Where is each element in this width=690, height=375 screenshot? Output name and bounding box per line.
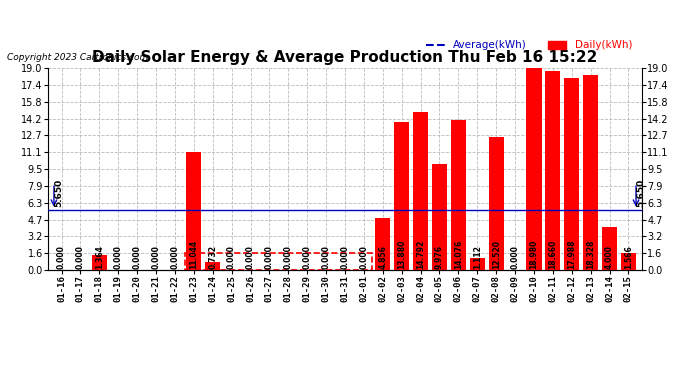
Text: 0.000: 0.000 [170, 246, 179, 270]
Bar [470, 258, 485, 270]
Text: 0.000: 0.000 [246, 246, 255, 270]
Bar [375, 218, 391, 270]
Text: 5.650: 5.650 [636, 178, 645, 207]
Bar [583, 75, 598, 270]
Text: 0.000: 0.000 [227, 246, 236, 270]
Text: 0.000: 0.000 [511, 246, 520, 270]
Text: 18.328: 18.328 [586, 240, 595, 270]
Text: 18.980: 18.980 [529, 240, 538, 270]
Text: 13.880: 13.880 [397, 240, 406, 270]
Text: 0.000: 0.000 [359, 246, 368, 270]
Text: 0.000: 0.000 [340, 246, 350, 270]
Text: 0.732: 0.732 [208, 246, 217, 270]
Text: 14.792: 14.792 [416, 240, 425, 270]
Text: 0.000: 0.000 [284, 246, 293, 270]
Bar [92, 255, 107, 270]
Bar [413, 112, 428, 270]
Bar [602, 227, 617, 270]
Text: Copyright 2023 Cartronics.com: Copyright 2023 Cartronics.com [7, 53, 148, 62]
Text: 5.650: 5.650 [55, 178, 63, 207]
Text: 4.856: 4.856 [378, 246, 387, 270]
Text: 0.000: 0.000 [114, 246, 123, 270]
Bar [545, 71, 560, 270]
Bar [526, 68, 542, 270]
Text: 11.044: 11.044 [189, 240, 198, 270]
Text: 0.000: 0.000 [152, 246, 161, 270]
Text: 14.076: 14.076 [454, 240, 463, 270]
Text: 17.988: 17.988 [567, 240, 576, 270]
Text: 9.976: 9.976 [435, 246, 444, 270]
Text: 1.364: 1.364 [95, 246, 103, 270]
Text: 0.000: 0.000 [76, 246, 85, 270]
Text: 0.000: 0.000 [322, 246, 331, 270]
Bar [621, 253, 636, 270]
Text: 0.000: 0.000 [303, 246, 312, 270]
Text: 1.112: 1.112 [473, 246, 482, 270]
Text: 0.000: 0.000 [57, 246, 66, 270]
Bar [205, 262, 220, 270]
Text: 0.000: 0.000 [132, 246, 141, 270]
Text: 12.520: 12.520 [492, 240, 501, 270]
Bar [432, 164, 447, 270]
Title: Daily Solar Energy & Average Production Thu Feb 16 15:22: Daily Solar Energy & Average Production … [92, 50, 598, 65]
Bar [564, 78, 580, 270]
Bar [186, 253, 373, 270]
Bar [394, 122, 409, 270]
Text: 4.000: 4.000 [605, 246, 614, 270]
Text: 1.566: 1.566 [624, 246, 633, 270]
Bar [186, 152, 201, 270]
Text: 18.660: 18.660 [549, 240, 558, 270]
Legend: Average(kWh), Daily(kWh): Average(kWh), Daily(kWh) [422, 36, 636, 55]
Bar [451, 120, 466, 270]
Bar [489, 136, 504, 270]
Text: 0.000: 0.000 [265, 246, 274, 270]
